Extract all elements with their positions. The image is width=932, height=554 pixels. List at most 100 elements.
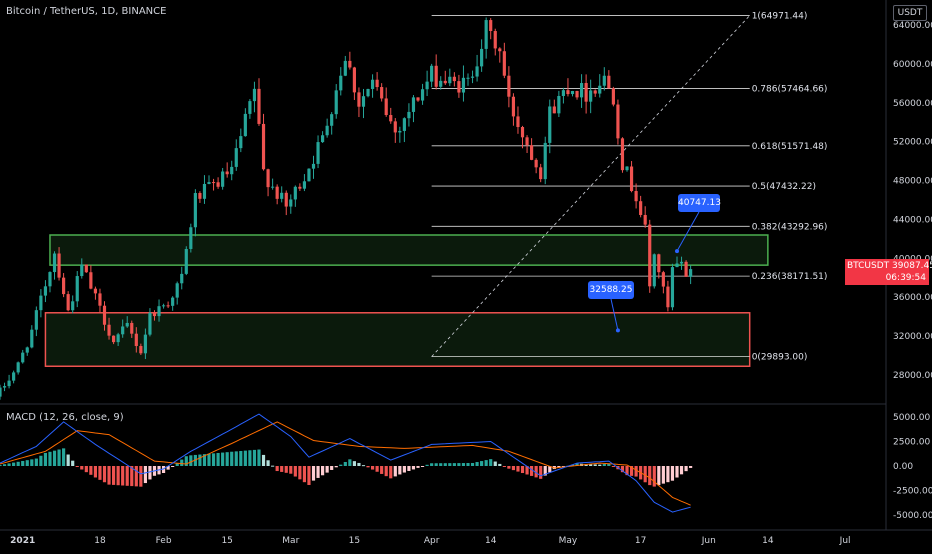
candle-body-2021-03-02 <box>293 186 297 200</box>
macd-hist-bar-2021-01-15 <box>84 466 88 473</box>
candle-body-2021-01-20 <box>107 324 111 336</box>
macd-tick-label: 5000.00 <box>893 413 930 423</box>
candle-body-2021-05-11 <box>611 88 615 105</box>
candle-body-2021-02-20 <box>248 101 252 114</box>
candle-body-2021-03-06 <box>311 163 316 169</box>
candle-body-2021-05-13 <box>620 138 625 171</box>
candle-body-2021-05-28 <box>689 269 693 277</box>
candle-body-2021-05-03 <box>575 91 579 98</box>
candle-body-2021-03-29 <box>416 97 420 101</box>
candle-body-2021-04-09 <box>466 77 470 79</box>
macd-hist-bar-2021-05-11 <box>611 466 615 467</box>
candle-body-2021-01-23 <box>121 326 125 335</box>
candle-body-2021-03-23 <box>389 115 393 122</box>
candle-body-2021-03-14 <box>348 60 352 68</box>
candle-body-2020-12-27 <box>0 387 2 397</box>
candle-body-2021-02-13 <box>216 182 220 187</box>
macd-hist-bar-2021-01-14 <box>80 466 84 470</box>
macd-hist-bar-2021-01-04 <box>34 458 38 466</box>
candle-body-2021-03-08 <box>321 135 325 143</box>
macd-hist-bar-2021-02-08 <box>193 454 197 466</box>
macd-hist-bar-2021-05-13 <box>620 466 625 473</box>
price-tick-label: 28000.00 <box>893 371 932 381</box>
macd-hist-bar-2021-04-19 <box>511 466 516 471</box>
macd-hist-bar-2021-02-07 <box>189 455 193 466</box>
candle-body-2021-03-11 <box>334 90 338 115</box>
macd-hist-bar-2021-02-21 <box>252 449 257 466</box>
candle-body-2021-03-19 <box>370 79 375 89</box>
candle-body-2021-05-10 <box>607 75 611 89</box>
macd-hist-bar-2021-01-23 <box>121 466 125 486</box>
fib-label-0: 0(29893.00) <box>752 353 808 363</box>
macd-hist-bar-2021-02-28 <box>284 466 288 473</box>
macd-hist-bar-2021-01-28 <box>143 466 147 484</box>
macd-hist-bar-2021-05-03 <box>575 463 579 466</box>
candle-body-2021-01-21 <box>111 335 116 343</box>
candle-body-2021-05-26 <box>679 261 684 264</box>
price-tick-label: 44000.00 <box>893 215 932 225</box>
candle-body-2021-03-26 <box>402 118 406 131</box>
macd-layer <box>0 413 693 513</box>
macd-hist-bar-2021-01-07 <box>48 451 52 466</box>
macd-hist-bar-2021-01-12 <box>71 460 75 466</box>
candle-body-2021-02-02 <box>166 305 170 307</box>
candle-body-2021-01-03 <box>30 329 34 348</box>
candle-body-2021-05-24 <box>670 267 675 308</box>
macd-hist-bar-2021-05-22 <box>661 466 665 484</box>
macd-hist-bar-2021-01-17 <box>93 466 98 478</box>
macd-hist-bar-2021-04-22 <box>525 466 529 475</box>
macd-hist-bar-2021-05-26 <box>679 466 684 475</box>
macd-hist-bar-2021-05-18 <box>643 466 647 483</box>
candle-body-2021-03-12 <box>339 75 343 91</box>
time-tick-label: 15 <box>349 536 360 546</box>
macd-hist-bar-2021-04-23 <box>530 466 534 476</box>
callout-label-high[interactable]: 40747.13 <box>678 194 721 212</box>
macd-hist-bar-2021-04-10 <box>470 462 475 466</box>
candle-body-2021-04-18 <box>507 75 511 97</box>
time-tick-label: 17 <box>635 536 646 546</box>
fib-label-1: 1(64971.44) <box>752 12 808 22</box>
candle-body-2021-05-01 <box>566 90 570 95</box>
candle-body-2021-01-31 <box>157 306 161 317</box>
macd-hist-bar-2021-03-09 <box>325 466 329 473</box>
price-tag-symbol: BTCUSDT <box>847 261 890 271</box>
candle-body-2021-04-28 <box>552 106 556 114</box>
candle-body-2021-05-27 <box>684 261 688 277</box>
macd-hist-bar-2021-01-03 <box>30 459 34 466</box>
price-tick-label: 36000.00 <box>893 293 932 303</box>
candle-body-2021-02-05 <box>180 273 184 284</box>
callout-label-low[interactable]: 32588.25 <box>588 281 634 299</box>
macd-hist-bar-2021-01-21 <box>111 466 116 485</box>
macd-hist-bar-2021-02-05 <box>180 459 184 466</box>
candle-body-2021-02-19 <box>243 113 247 137</box>
candle-body-2021-01-28 <box>143 334 147 354</box>
macd-hist-bar-2021-02-24 <box>266 460 270 466</box>
macd-hist-bar-2021-04-02 <box>434 463 438 466</box>
candle-body-2021-01-08 <box>52 253 57 273</box>
macd-hist-bar-2021-03-21 <box>380 466 384 474</box>
candle-body-2021-01-18 <box>98 293 102 306</box>
candle-body-2021-05-18 <box>643 214 647 225</box>
candle-body-2021-04-21 <box>520 127 525 138</box>
currency-label[interactable]: USDT <box>893 5 927 21</box>
candle-body-2021-01-02 <box>25 347 29 353</box>
macd-hist-bar-2021-04-01 <box>430 463 434 466</box>
macd-hist-bar-2021-01-13 <box>75 466 79 467</box>
candle-body-2021-04-14 <box>489 20 493 32</box>
macd-hist-bar-2021-05-08 <box>598 464 602 466</box>
candle-body-2021-02-15 <box>225 171 229 175</box>
signal-line <box>0 421 691 506</box>
candle-body-2021-03-28 <box>411 97 416 112</box>
candle-body-2021-04-12 <box>480 48 484 67</box>
candle-body-2021-01-01 <box>21 352 25 363</box>
macd-hist-bar-2021-03-13 <box>343 461 347 466</box>
candle-body-2021-04-25 <box>539 167 543 180</box>
macd-hist-bar-2021-02-13 <box>216 452 220 466</box>
candle-body-2021-05-07 <box>593 90 597 94</box>
time-tick-label: 14 <box>485 536 497 546</box>
macd-hist-bar-2021-03-18 <box>366 466 370 468</box>
candle-body-2021-01-09 <box>57 253 61 278</box>
candle-body-2021-02-09 <box>198 193 202 199</box>
